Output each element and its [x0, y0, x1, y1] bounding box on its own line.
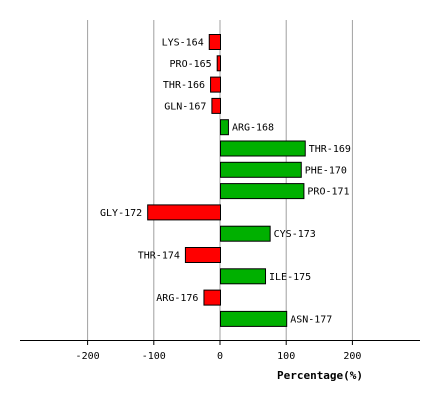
bar-gln-167: [211, 97, 221, 114]
bar-asn-177: [220, 310, 288, 327]
x-axis: -200 -100 0 100 200: [20, 340, 420, 362]
bar-label: PRO-165: [170, 59, 212, 70]
bar-pro-171: [220, 183, 305, 200]
bar-phe-170: [220, 161, 302, 178]
bar-thr-169: [220, 140, 306, 157]
x-tick-label: -100: [142, 351, 166, 362]
bar-label: ARG-168: [232, 123, 274, 134]
bars: [147, 34, 306, 327]
bar-label: LYS-164: [162, 38, 204, 49]
bar-label: GLN-167: [164, 101, 206, 112]
bar-pro-165: [216, 55, 222, 72]
bar-label: ASN-177: [290, 314, 332, 325]
bar-label: CYS-173: [274, 229, 316, 240]
grid-lines: [87, 20, 353, 340]
bar-thr-174: [184, 247, 221, 263]
bar-arg-176: [203, 289, 221, 306]
bar-labels: LYS-164 PRO-165 THR-166 GLN-167 ARG-168 THR-1…: [100, 38, 351, 326]
bar-ile-175: [220, 268, 267, 285]
bar-label: GLY-172: [100, 208, 142, 219]
x-axis-title: Percentage(%): [277, 369, 363, 382]
bar-thr-166: [210, 76, 222, 93]
bar-label: THR-174: [138, 251, 180, 262]
bar-arg-168: [220, 119, 229, 136]
x-tick-label: 100: [277, 351, 295, 362]
bar-label: ILE-175: [269, 272, 311, 283]
bar-gly-172: [147, 204, 221, 221]
x-tick-label: 0: [217, 351, 223, 362]
bar-label: PHE-170: [305, 165, 347, 176]
bar-lys-164: [208, 34, 222, 50]
bar-label: PRO-171: [307, 187, 349, 198]
bar-cys-173: [220, 225, 271, 242]
x-tick-label: -200: [76, 351, 100, 362]
x-tick-label: 200: [343, 351, 361, 362]
bar-label: THR-169: [309, 144, 351, 155]
bar-label: ARG-176: [156, 293, 198, 304]
bar-label: THR-166: [163, 80, 205, 91]
